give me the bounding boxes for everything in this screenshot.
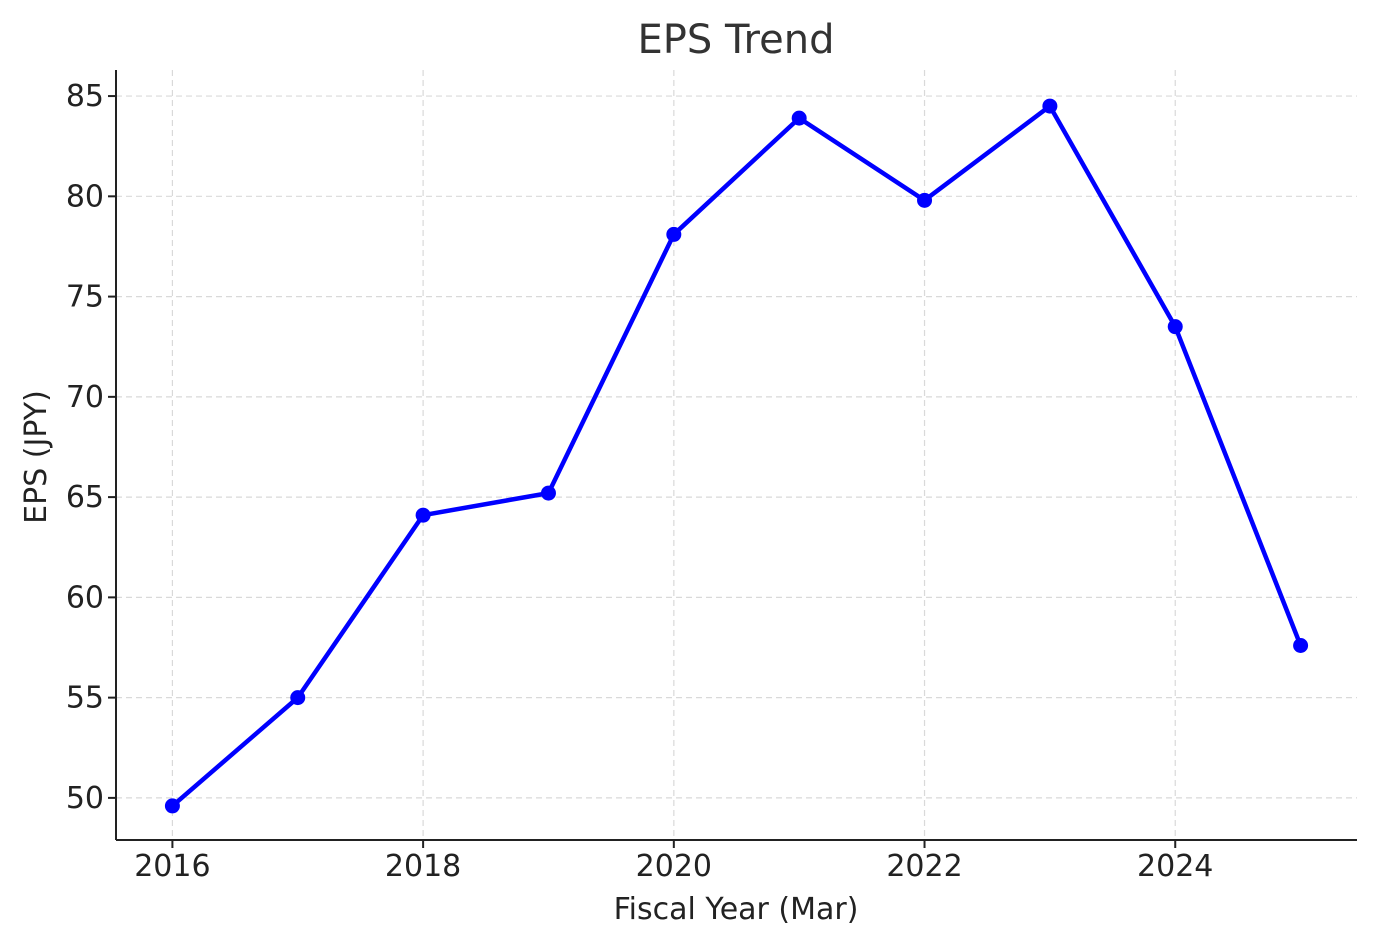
- data-point: [1293, 637, 1309, 653]
- axes: [115, 70, 1357, 841]
- series: [164, 98, 1309, 814]
- data-point: [1042, 98, 1058, 114]
- x-tick-label: 2022: [886, 849, 962, 884]
- data-point: [540, 485, 556, 501]
- y-tick-label: 75: [66, 280, 104, 315]
- grid: [116, 70, 1357, 840]
- y-tick-label: 70: [66, 380, 104, 415]
- y-tick-label: 60: [66, 580, 104, 615]
- data-point: [415, 507, 431, 523]
- data-point: [164, 798, 180, 814]
- y-tick-label: 85: [66, 79, 104, 114]
- data-point: [917, 192, 933, 208]
- y-tick-label: 50: [66, 781, 104, 816]
- y-tick-label: 55: [66, 681, 104, 716]
- y-axis-label: EPS (JPY): [19, 390, 54, 524]
- chart-title: EPS Trend: [638, 17, 835, 63]
- x-tick-label: 2024: [1137, 849, 1213, 884]
- x-tick-label: 2018: [385, 849, 461, 884]
- series-line: [170, 103, 1303, 809]
- data-point: [1167, 319, 1183, 335]
- x-axis-label: Fiscal Year (Mar): [614, 892, 859, 927]
- x-tick-label: 2016: [134, 849, 210, 884]
- data-point: [791, 110, 807, 126]
- ticks: 2016 2018 2020 2022 2024 50 55 60 65 70 75 80 85: [66, 79, 1214, 884]
- data-point: [290, 690, 306, 706]
- y-tick-label: 65: [66, 480, 104, 515]
- x-tick-label: 2020: [636, 849, 712, 884]
- data-point: [666, 226, 682, 242]
- y-tick-label: 80: [66, 179, 104, 214]
